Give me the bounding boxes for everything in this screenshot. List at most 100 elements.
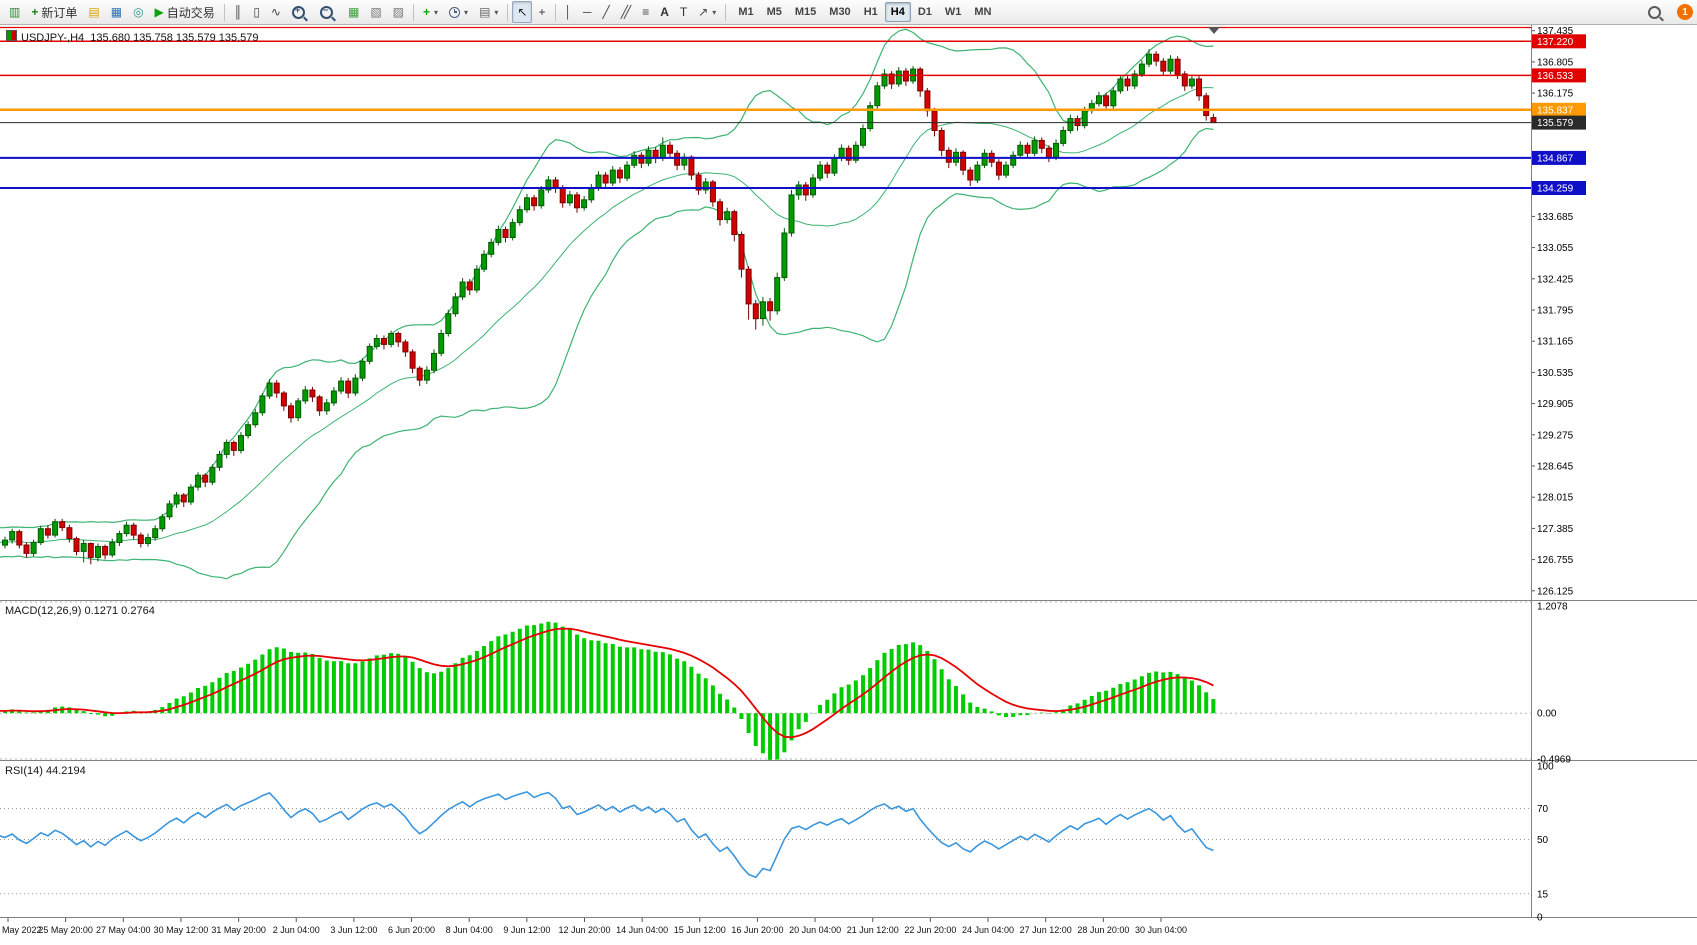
- svg-text:134.867: 134.867: [1537, 153, 1574, 164]
- channel-icon: ╱╱: [620, 5, 632, 19]
- arrange-windows-icon: ▨: [392, 5, 405, 19]
- svg-text:133.055: 133.055: [1537, 243, 1574, 254]
- svg-text:100: 100: [1537, 762, 1554, 773]
- toolbar-separator: [507, 3, 509, 21]
- new-chart-button[interactable]: ▥: [4, 1, 25, 23]
- candlestick-chart-icon: ▯: [253, 5, 260, 19]
- tf-button-w1[interactable]: W1: [944, 6, 962, 18]
- svg-text:133.685: 133.685: [1537, 212, 1574, 223]
- svg-text:15: 15: [1537, 889, 1549, 900]
- arrange-windows-button[interactable]: ▨: [388, 1, 409, 23]
- svg-text:129.905: 129.905: [1537, 399, 1574, 410]
- market-watch-icon: ▦: [110, 5, 123, 19]
- svg-text:3 Jun 12:00: 3 Jun 12:00: [330, 925, 377, 935]
- svg-text:16 Jun 20:00: 16 Jun 20:00: [731, 925, 783, 935]
- panel-splitter-rsi[interactable]: [0, 758, 1531, 763]
- tf-button-d1[interactable]: D1: [917, 6, 932, 18]
- tf-button-m5[interactable]: M5: [766, 6, 782, 18]
- autotrading-label: 自动交易: [166, 5, 215, 20]
- text-button[interactable]: A: [655, 1, 674, 23]
- vertical-line-button[interactable]: │: [560, 1, 578, 23]
- bar-chart-button[interactable]: ║: [229, 1, 248, 23]
- tf-button-m15[interactable]: M15: [794, 6, 817, 18]
- price-axis[interactable]: [1532, 25, 1697, 917]
- search-button[interactable]: [1643, 1, 1670, 23]
- tile-windows-button[interactable]: ▦: [343, 1, 364, 23]
- cascade-windows-icon: ▧: [370, 5, 382, 19]
- tf-button-h4[interactable]: H4: [884, 2, 911, 22]
- cursor-button[interactable]: ↖: [512, 1, 533, 23]
- svg-text:31 May 20:00: 31 May 20:00: [211, 925, 266, 935]
- fibonacci-button[interactable]: ≡: [637, 1, 654, 23]
- templates-button[interactable]: ▤ ▾: [474, 1, 503, 23]
- line-chart-icon: ∿: [270, 5, 281, 19]
- periods-button[interactable]: ▾: [444, 1, 473, 23]
- chart-canvas[interactable]: 137.220 136.533 135.837 134.867 134.259 135.5…: [0, 25, 1697, 945]
- trendline-button[interactable]: ╱: [598, 1, 615, 23]
- bar-chart-icon: ║: [233, 5, 243, 19]
- panel-splitter-macd[interactable]: [0, 598, 1531, 603]
- history-center-button[interactable]: ▤: [83, 1, 104, 23]
- indicators-button[interactable]: + ▾: [418, 1, 443, 23]
- toolbar-separator: [413, 3, 415, 21]
- navigator-button[interactable]: ◎: [128, 1, 148, 23]
- cursor-icon: ↖: [517, 5, 528, 19]
- tf-button-mn[interactable]: MN: [974, 6, 992, 18]
- notification-badge[interactable]: 1: [1677, 4, 1693, 20]
- horizontal-line-button[interactable]: ─: [578, 1, 597, 23]
- tf-button-h1[interactable]: H1: [863, 6, 878, 18]
- dropdown-caret-icon: ▾: [434, 7, 439, 17]
- chart-area[interactable]: 137.220 136.533 135.837 134.867 134.259 135.5…: [0, 25, 1697, 945]
- zoom-in-button[interactable]: [287, 1, 314, 23]
- svg-text:136.805: 136.805: [1537, 57, 1574, 68]
- arrows-button[interactable]: ↗ ▾: [693, 1, 721, 23]
- channel-button[interactable]: ╱╱: [616, 1, 636, 23]
- trendline-icon: ╱: [602, 5, 610, 19]
- svg-text:25 May 20:00: 25 May 20:00: [38, 925, 93, 935]
- svg-text:-0.4969: -0.4969: [1537, 755, 1571, 766]
- zoom-out-button[interactable]: [315, 1, 342, 23]
- svg-text:0.00: 0.00: [1537, 709, 1557, 720]
- zoom-in-icon: [291, 5, 305, 19]
- new-order-icon: +: [31, 5, 39, 19]
- autotrading-button[interactable]: ▶ 自动交易: [150, 1, 220, 23]
- svg-text:1.2078: 1.2078: [1537, 602, 1568, 613]
- text-label-button[interactable]: T: [675, 1, 692, 23]
- new-order-button[interactable]: + 新订单: [26, 1, 82, 23]
- svg-text:27 May 04:00: 27 May 04:00: [96, 925, 151, 935]
- dropdown-caret-icon: ▾: [494, 7, 499, 17]
- svg-text:137.435: 137.435: [1537, 26, 1574, 37]
- search-icon: [1648, 5, 1661, 19]
- svg-text:131.165: 131.165: [1537, 337, 1574, 348]
- svg-text:128.645: 128.645: [1537, 462, 1574, 473]
- line-chart-button[interactable]: ∿: [266, 1, 286, 23]
- svg-text:8 Jun 04:00: 8 Jun 04:00: [446, 925, 493, 935]
- navigator-icon: ◎: [133, 5, 144, 19]
- text-icon: A: [660, 5, 669, 19]
- svg-text:6 Jun 20:00: 6 Jun 20:00: [388, 925, 435, 935]
- svg-text:22 Jun 20:00: 22 Jun 20:00: [904, 925, 956, 935]
- vertical-line-icon: │: [564, 5, 573, 19]
- horizontal-line-icon: ─: [583, 5, 592, 19]
- svg-text:127.385: 127.385: [1537, 524, 1574, 535]
- tf-button-m30[interactable]: M30: [829, 6, 851, 18]
- new-chart-icon: ▥: [9, 5, 21, 19]
- svg-text:136.175: 136.175: [1537, 89, 1574, 100]
- crosshair-icon: +: [538, 5, 546, 19]
- svg-text:134.259: 134.259: [1537, 184, 1574, 195]
- time-axis[interactable]: [0, 918, 1531, 945]
- templates-icon: ▤: [479, 5, 491, 19]
- svg-text:15 Jun 12:00: 15 Jun 12:00: [674, 925, 726, 935]
- tile-windows-icon: ▦: [347, 5, 360, 19]
- new-order-label: 新订单: [41, 5, 78, 20]
- svg-text:27 Jun 12:00: 27 Jun 12:00: [1020, 925, 1072, 935]
- zoom-out-icon: [319, 5, 333, 19]
- candlestick-chart-button[interactable]: ▯: [248, 1, 265, 23]
- tf-button-m1[interactable]: M1: [738, 6, 754, 18]
- market-watch-button[interactable]: ▦: [106, 1, 127, 23]
- crosshair-button[interactable]: +: [533, 1, 550, 23]
- svg-text:12 Jun 20:00: 12 Jun 20:00: [558, 925, 610, 935]
- svg-text:137.220: 137.220: [1537, 37, 1574, 48]
- svg-text:2 Jun 04:00: 2 Jun 04:00: [273, 925, 320, 935]
- cascade-windows-button[interactable]: ▧: [365, 1, 386, 23]
